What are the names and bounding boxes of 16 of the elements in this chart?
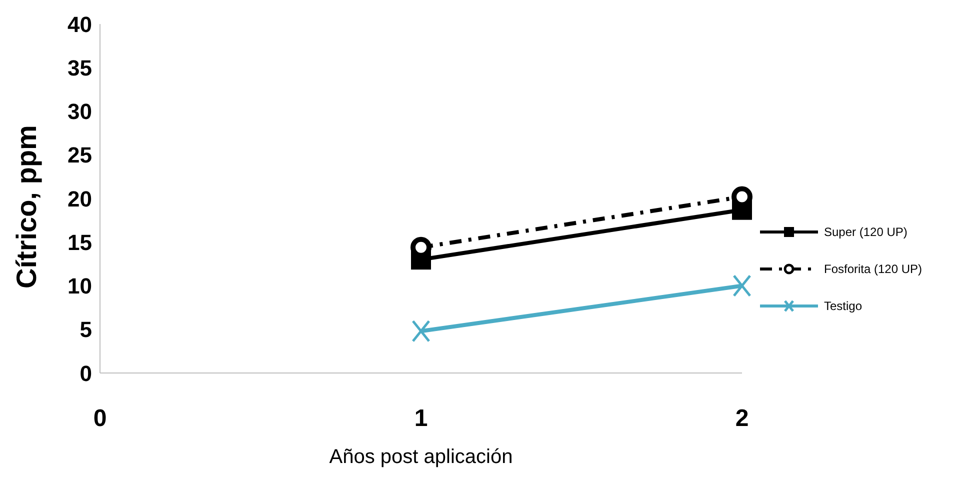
- legend-label: Super (120 UP): [824, 224, 908, 238]
- y-tick-label: 25: [68, 142, 92, 168]
- y-tick-label: 35: [68, 55, 92, 80]
- legend-label: Fosforita (120 UP): [824, 262, 922, 276]
- y-tick-label: 20: [68, 186, 92, 212]
- x-tick-label: 1: [414, 405, 428, 432]
- y-tick-label: 10: [68, 274, 92, 299]
- y-axis-title: Cítrico, ppm: [10, 125, 42, 288]
- x-tick-label: 2: [735, 405, 749, 432]
- legend-label: Testigo: [824, 298, 862, 312]
- y-tick-label: 15: [68, 230, 92, 255]
- x-axis-title: Años post aplicación: [329, 446, 513, 468]
- y-tick-label: 0: [80, 360, 92, 386]
- y-tick-label: 40: [68, 12, 92, 37]
- y-tick-label: 30: [68, 99, 92, 124]
- y-tick-label: 5: [80, 317, 92, 342]
